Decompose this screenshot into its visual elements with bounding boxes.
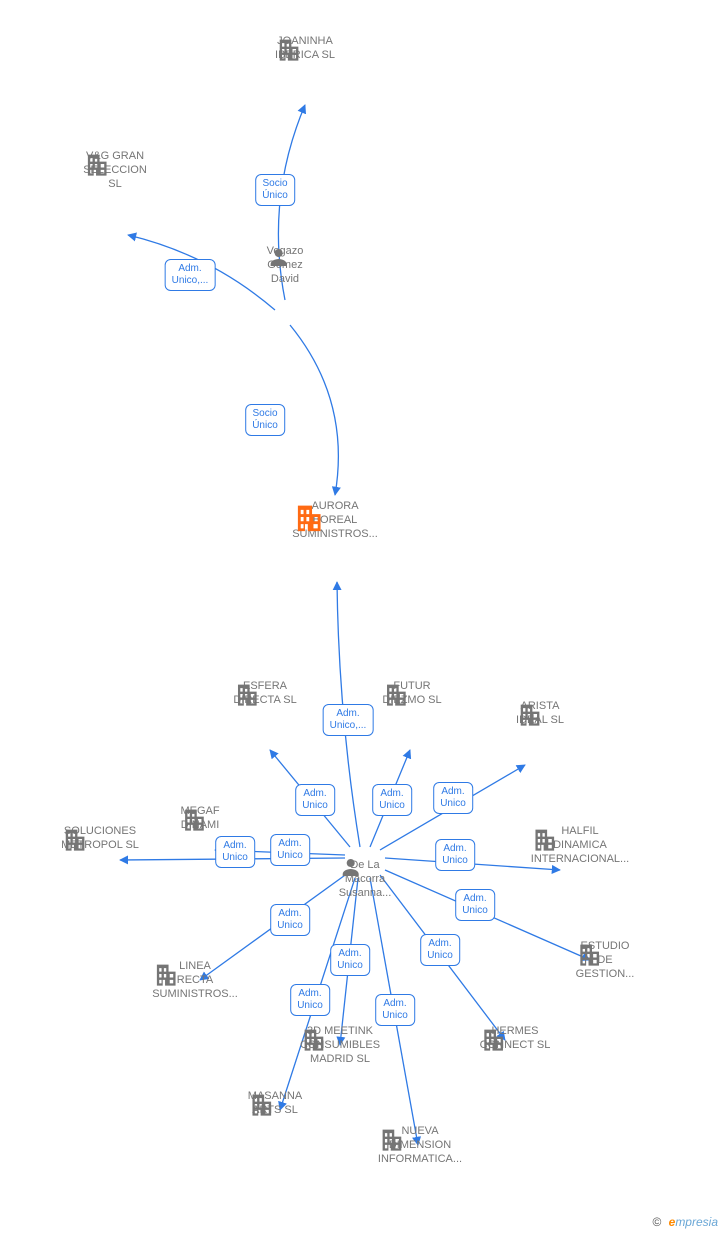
edge-label: Adm. Unico: [290, 984, 330, 1016]
edge-label: Adm. Unico: [420, 934, 460, 966]
node-joaninha[interactable]: JOANINHA IBERICA SL: [275, 35, 335, 67]
edge-label: Socio Único: [245, 404, 285, 436]
footer-branding: © empresia: [652, 1215, 718, 1229]
node-soluciones[interactable]: SOLUCIONES METROPOL SL: [61, 825, 139, 857]
node-estudio[interactable]: ESTUDIO DE GESTION...: [576, 940, 635, 985]
node-macorra[interactable]: De La Macorra Susanna...: [339, 855, 392, 900]
node-nueva[interactable]: NUEVA DIMENSION INFORMATICA...: [378, 1125, 462, 1170]
node-futur[interactable]: FUTUR DIEZMO SL: [382, 680, 441, 712]
node-halfil[interactable]: HALFIL DINAMICA INTERNACIONAL...: [531, 825, 629, 870]
edge-label: Adm. Unico: [270, 904, 310, 936]
node-vg[interactable]: V&G GRAN SELECCION SL: [83, 150, 147, 195]
edge-label: Adm. Unico: [455, 889, 495, 921]
node-masanna[interactable]: MASANNA ARTS SL: [248, 1090, 302, 1122]
edge-label: Adm. Unico,...: [165, 259, 216, 291]
node-megaf[interactable]: MEGAF DINAMI: [180, 805, 219, 837]
node-aurora[interactable]: AURORA BOREAL SUMINISTROS...: [292, 500, 378, 545]
edge-label: Socio Único: [255, 174, 295, 206]
edge: [290, 325, 338, 495]
edge-label: Adm. Unico: [330, 944, 370, 976]
node-vegazo[interactable]: Vegazo Gomez David: [267, 245, 304, 290]
edge-label: Adm. Unico: [372, 784, 412, 816]
copyright: ©: [652, 1215, 661, 1229]
edge-label: Adm. Unico: [433, 782, 473, 814]
node-linea[interactable]: LINEA RECTA SUMINISTROS...: [152, 960, 238, 1005]
edge-label: Adm. Unico: [270, 834, 310, 866]
edge-label: Adm. Unico: [375, 994, 415, 1026]
edge-label: Adm. Unico,...: [323, 704, 374, 736]
node-arista[interactable]: ARISTA IDEAL SL: [516, 700, 564, 732]
node-hermes[interactable]: HERMES CONNECT SL: [480, 1025, 551, 1057]
edge-label: Adm. Unico: [215, 836, 255, 868]
node-esfera[interactable]: ESFERA DIRECTA SL: [233, 680, 296, 712]
edge-label: Adm. Unico: [435, 839, 475, 871]
edge-label: Adm. Unico: [295, 784, 335, 816]
brand-rest: mpresia: [675, 1215, 718, 1229]
node-meetink[interactable]: 3D MEETINK CONSUMIBLES MADRID SL: [300, 1025, 380, 1070]
